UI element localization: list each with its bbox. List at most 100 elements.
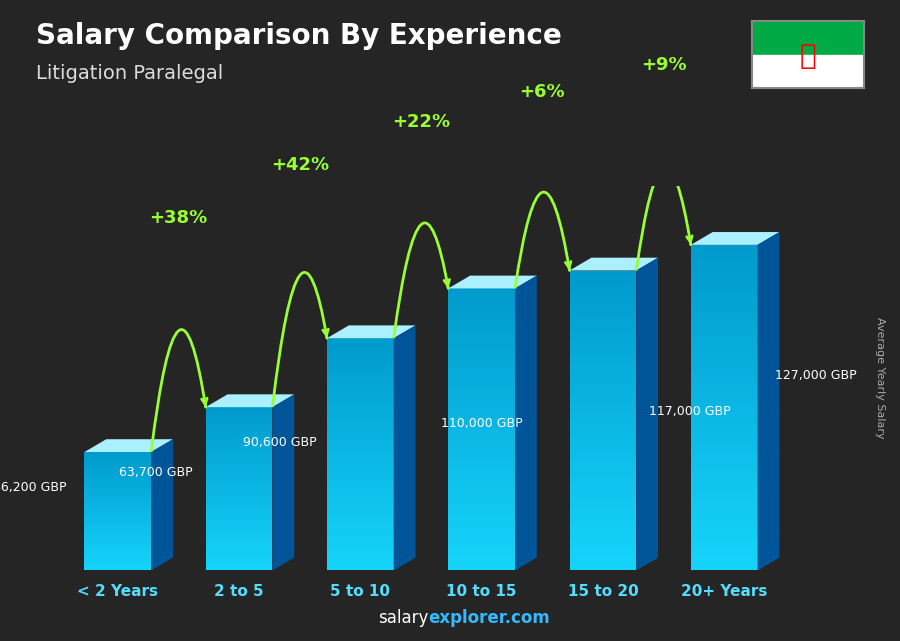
Bar <box>691 413 758 419</box>
Bar <box>206 529 273 533</box>
Bar <box>570 470 636 476</box>
Bar <box>691 424 758 429</box>
Bar <box>752 21 864 54</box>
Bar <box>327 412 393 415</box>
Bar <box>448 486 515 490</box>
Bar <box>85 470 151 472</box>
Bar <box>85 474 151 476</box>
Bar <box>206 560 273 562</box>
Bar <box>448 528 515 533</box>
Bar <box>327 439 393 443</box>
Bar <box>327 381 393 385</box>
Bar <box>448 331 515 335</box>
Bar <box>206 524 273 527</box>
Polygon shape <box>515 276 536 570</box>
Bar <box>85 527 151 529</box>
Bar <box>327 358 393 362</box>
Bar <box>206 437 273 440</box>
Bar <box>691 489 758 494</box>
Text: 63,700 GBP: 63,700 GBP <box>120 466 193 479</box>
Bar <box>570 395 636 401</box>
Bar <box>327 551 393 555</box>
Bar <box>85 517 151 519</box>
Bar <box>448 359 515 363</box>
Bar <box>85 561 151 563</box>
Text: 127,000 GBP: 127,000 GBP <box>775 369 857 381</box>
Bar <box>570 476 636 481</box>
Bar <box>691 256 758 261</box>
Bar <box>327 540 393 544</box>
Bar <box>85 547 151 549</box>
Bar <box>448 420 515 425</box>
Bar <box>691 342 758 348</box>
Bar <box>206 516 273 519</box>
Bar <box>570 506 636 510</box>
Bar <box>570 365 636 370</box>
Bar <box>570 315 636 320</box>
Bar <box>85 494 151 495</box>
Bar <box>206 551 273 554</box>
Bar <box>85 559 151 561</box>
Bar <box>448 495 515 500</box>
Bar <box>448 373 515 378</box>
Bar <box>691 462 758 467</box>
Bar <box>570 301 636 306</box>
Bar <box>327 435 393 439</box>
Text: +6%: +6% <box>519 83 565 101</box>
Polygon shape <box>758 232 779 570</box>
Bar <box>206 554 273 557</box>
Bar <box>327 408 393 412</box>
Bar <box>570 545 636 551</box>
Bar <box>448 453 515 458</box>
Bar <box>206 489 273 492</box>
Bar <box>448 317 515 321</box>
Bar <box>327 559 393 563</box>
Bar <box>85 543 151 545</box>
Bar <box>570 390 636 395</box>
Bar <box>570 401 636 406</box>
Bar <box>327 369 393 373</box>
Bar <box>206 494 273 497</box>
Bar <box>327 493 393 497</box>
Bar <box>85 462 151 464</box>
Text: Salary Comparison By Experience: Salary Comparison By Experience <box>36 22 562 51</box>
Bar <box>448 462 515 467</box>
Bar <box>206 533 273 535</box>
Bar <box>85 478 151 479</box>
Bar <box>448 561 515 566</box>
Bar <box>85 537 151 539</box>
Bar <box>691 429 758 435</box>
Bar <box>206 429 273 431</box>
Bar <box>570 410 636 415</box>
Bar <box>570 345 636 351</box>
Bar <box>691 560 758 565</box>
Bar <box>85 458 151 460</box>
Bar <box>691 261 758 267</box>
Bar <box>691 527 758 533</box>
Bar <box>691 375 758 381</box>
Bar <box>570 381 636 385</box>
Bar <box>327 489 393 493</box>
Bar <box>448 312 515 317</box>
Bar <box>85 539 151 541</box>
Bar <box>691 538 758 544</box>
Bar <box>85 521 151 523</box>
Bar <box>691 310 758 315</box>
Bar <box>327 423 393 428</box>
Bar <box>85 519 151 521</box>
Bar <box>448 566 515 570</box>
Bar <box>327 431 393 435</box>
Bar <box>570 456 636 460</box>
Bar <box>691 451 758 456</box>
Bar <box>85 503 151 505</box>
Bar <box>327 404 393 408</box>
Bar <box>327 365 393 369</box>
Text: +22%: +22% <box>392 113 450 131</box>
Bar <box>206 445 273 448</box>
Bar <box>691 353 758 359</box>
Bar <box>570 445 636 451</box>
Bar <box>327 544 393 547</box>
Bar <box>570 340 636 345</box>
Bar <box>448 524 515 528</box>
Bar <box>570 415 636 420</box>
